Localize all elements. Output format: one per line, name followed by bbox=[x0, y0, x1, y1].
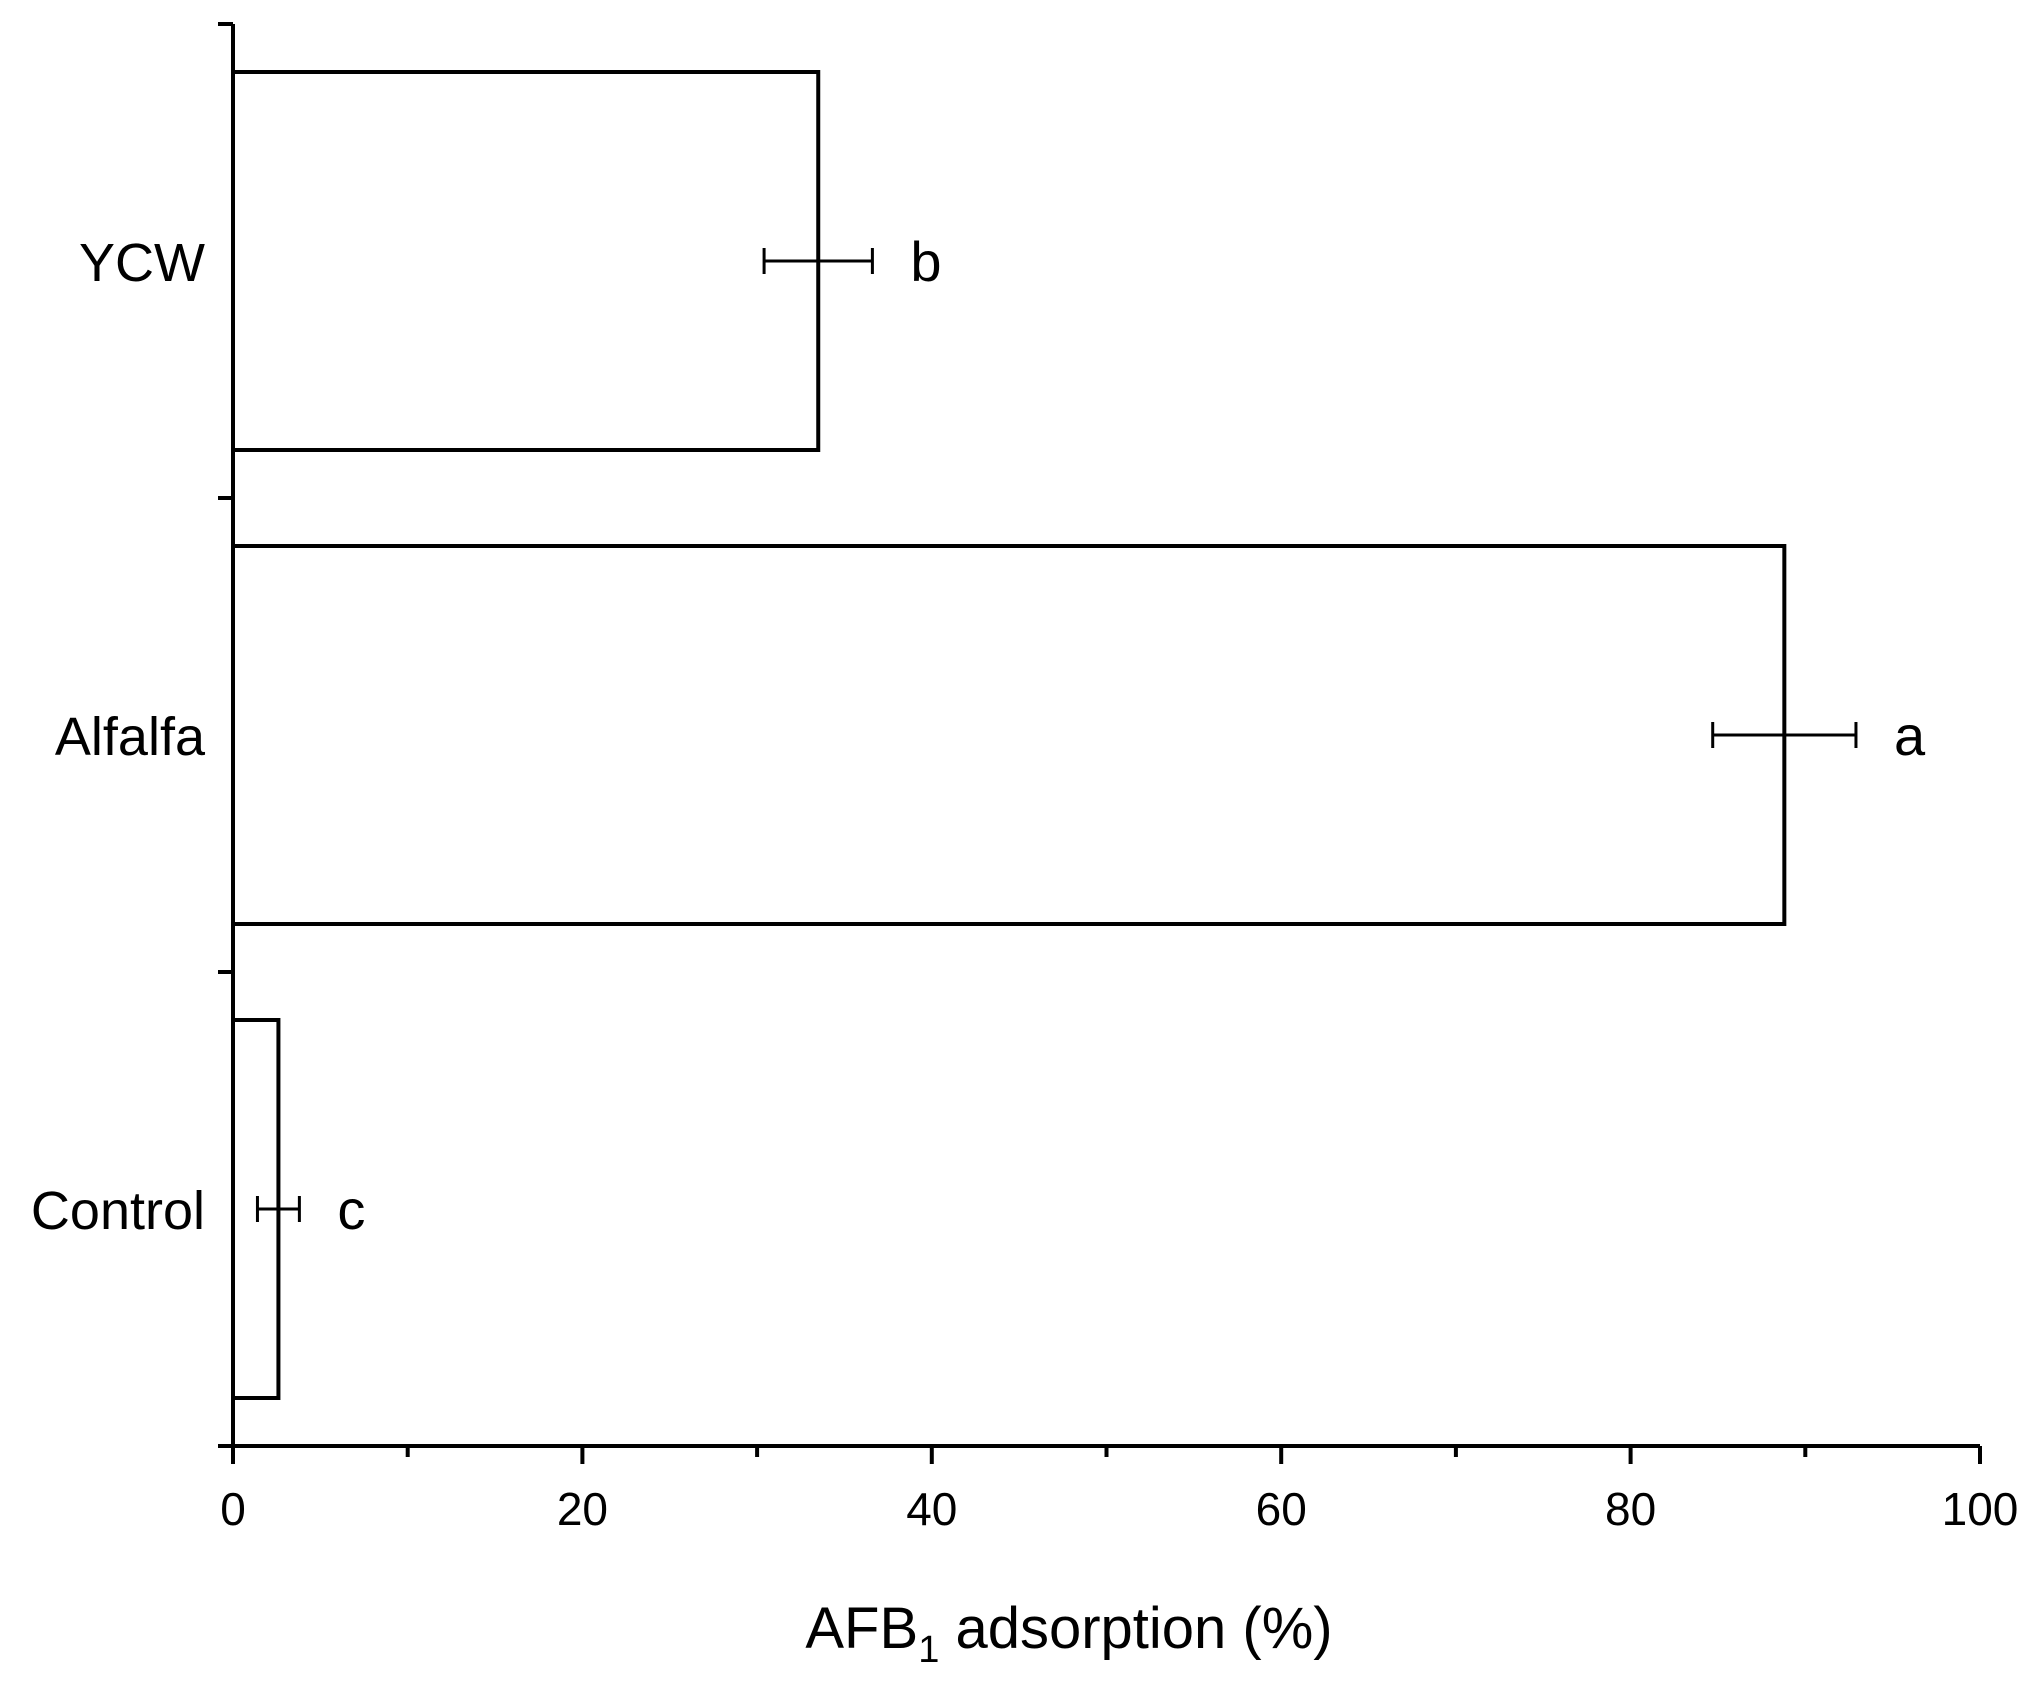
x-ticks-layer bbox=[231, 1446, 1982, 1464]
category-label-alfalfa: Alfalfa bbox=[55, 707, 206, 767]
x-tick-label: 20 bbox=[557, 1483, 608, 1535]
x-axis-title-rest: adsorption (%) bbox=[939, 1596, 1332, 1661]
bars-layer bbox=[231, 70, 1787, 1400]
x-tick-label: 0 bbox=[220, 1483, 246, 1535]
significance-label-alfalfa: a bbox=[1894, 704, 1926, 767]
error-bars-layer bbox=[255, 248, 1858, 1222]
category-label-ycw: YCW bbox=[79, 233, 205, 293]
x-axis-title-subscript: 1 bbox=[918, 1629, 939, 1671]
labels-layer: b YCW a Alfalfa c Control 0 20 40 60 80 100 bbox=[31, 230, 2018, 1535]
significance-label-control: c bbox=[337, 1178, 365, 1241]
x-tick-label: 60 bbox=[1256, 1483, 1307, 1535]
significance-label-ycw: b bbox=[910, 230, 941, 293]
bar-alfalfa bbox=[231, 544, 1787, 926]
x-tick-label: 100 bbox=[1942, 1483, 2019, 1535]
x-axis-title-main: AFB bbox=[805, 1596, 918, 1661]
x-tick-label: 80 bbox=[1605, 1483, 1656, 1535]
bar-ycw bbox=[231, 70, 821, 452]
x-tick-label: 40 bbox=[906, 1483, 957, 1535]
category-label-control: Control bbox=[31, 1181, 205, 1241]
x-axis-title: AFB1 adsorption (%) bbox=[805, 1596, 1332, 1671]
y-ticks-layer bbox=[218, 22, 233, 1448]
